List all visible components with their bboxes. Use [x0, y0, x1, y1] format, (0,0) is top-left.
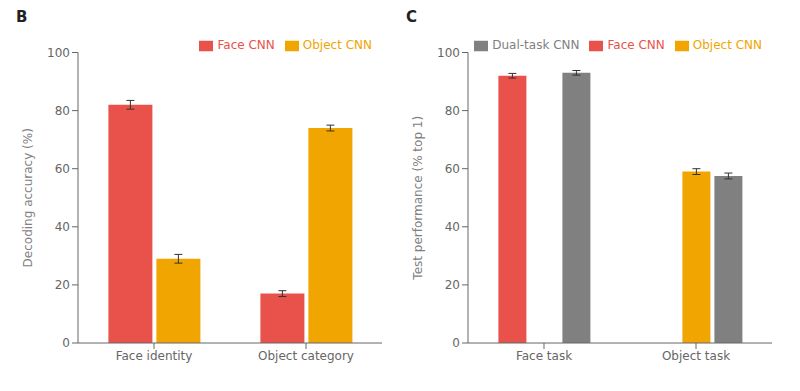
- html-text:C: C: [406, 8, 417, 26]
- html-text:Face CNN: Face CNN: [607, 38, 665, 52]
- svg-text:Test performance (% top 1): Test performance (% top 1): [411, 116, 425, 281]
- svg-text:80: 80: [445, 104, 460, 118]
- svg-text:20: 20: [445, 278, 460, 292]
- svg-text:Object category: Object category: [258, 349, 354, 363]
- svg-text:0: 0: [452, 336, 460, 350]
- svg-text:80: 80: [55, 104, 70, 118]
- svg-text:60: 60: [445, 162, 460, 176]
- svg-text:60: 60: [55, 162, 70, 176]
- svg-text:20: 20: [55, 278, 70, 292]
- svg-text:40: 40: [445, 220, 460, 234]
- svg-text:40: 40: [55, 220, 70, 234]
- html-text:Dual-task CNN: Dual-task CNN: [492, 38, 580, 52]
- html-text:Face CNN: Face CNN: [217, 38, 275, 52]
- svg-text:100: 100: [47, 46, 70, 60]
- html-text:Object CNN: Object CNN: [302, 38, 372, 52]
- svg-text:Decoding accuracy (%): Decoding accuracy (%): [21, 128, 35, 267]
- html-text:Object CNN: Object CNN: [692, 38, 762, 52]
- svg-text:Face identity: Face identity: [116, 349, 193, 363]
- svg-text:0: 0: [62, 336, 70, 350]
- svg-text:Object task: Object task: [662, 349, 730, 363]
- svg-text:Face task: Face task: [516, 349, 572, 363]
- svg-text:100: 100: [437, 46, 460, 60]
- html-text:B: B: [16, 8, 28, 26]
